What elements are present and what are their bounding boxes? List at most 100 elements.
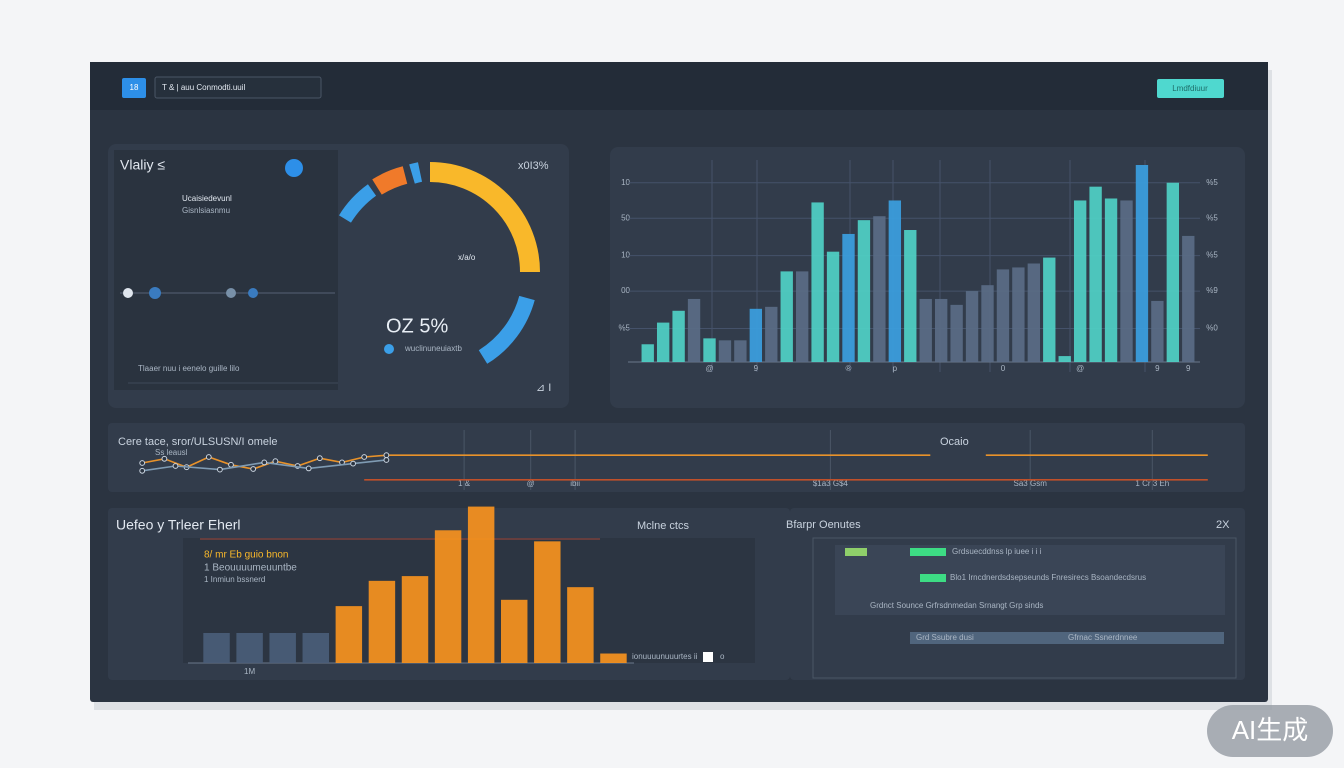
watermark: AI生成 bbox=[1232, 715, 1309, 745]
x-tick-label: 1 & bbox=[458, 479, 471, 488]
line-panel bbox=[108, 423, 1245, 492]
series-point bbox=[228, 461, 234, 468]
bar bbox=[811, 202, 824, 362]
action-button[interactable] bbox=[1157, 79, 1224, 98]
bar bbox=[1104, 198, 1118, 362]
annotation: ionuuuunuuurtes ii bbox=[632, 652, 698, 661]
bar bbox=[780, 271, 793, 362]
bar bbox=[401, 576, 429, 663]
series-point bbox=[316, 455, 323, 462]
line-label: Ocaio bbox=[940, 436, 969, 448]
series-point bbox=[139, 467, 146, 474]
timeline-dot bbox=[226, 288, 236, 298]
bar bbox=[672, 310, 685, 362]
status-frame bbox=[812, 537, 1237, 679]
bar bbox=[873, 216, 886, 362]
logo[interactable] bbox=[122, 78, 146, 98]
badge bbox=[285, 159, 303, 177]
legend-swatch bbox=[703, 652, 713, 662]
bar bbox=[302, 632, 329, 663]
watermark-pill bbox=[1207, 705, 1333, 757]
panel-title: Vlaliy ≤ bbox=[120, 157, 165, 173]
series-point bbox=[383, 457, 390, 463]
gauge-inner bbox=[114, 150, 338, 390]
bar bbox=[1058, 356, 1071, 362]
y2-tick-label: %5 bbox=[1206, 178, 1218, 187]
status-row: Grd Ssubre dusi bbox=[916, 633, 974, 642]
bar bbox=[1182, 235, 1195, 362]
bar bbox=[749, 308, 763, 362]
series-point bbox=[172, 463, 179, 469]
annotation: 1 Beouuuumeuuntbe bbox=[204, 563, 297, 574]
gauge-arc bbox=[372, 166, 408, 195]
bar bbox=[950, 304, 963, 362]
panel-subtitle: Ucaisiedevunl bbox=[182, 194, 232, 203]
bar bbox=[641, 344, 654, 362]
status-row: Blo1 Irncdnerdsdsepseunds Fnresirecs Bso… bbox=[950, 573, 1146, 582]
y2-tick-label: %0 bbox=[1206, 324, 1218, 333]
bar bbox=[734, 340, 747, 362]
panel-corner: x0I3% bbox=[518, 160, 549, 172]
bar bbox=[1043, 257, 1056, 362]
timeline-dot bbox=[149, 287, 161, 299]
y-tick-label: 10 bbox=[621, 251, 630, 260]
series-point bbox=[383, 452, 390, 459]
panel-subtitle: Gisnlsiasnmu bbox=[182, 206, 230, 215]
x-tick-label: @ bbox=[705, 364, 713, 373]
histogram-title: Uefeo y Trleer Eherl bbox=[116, 517, 241, 533]
bar bbox=[656, 322, 670, 362]
status-corner: 2X bbox=[1216, 519, 1230, 531]
histogram-chart: 1M bbox=[188, 506, 634, 676]
x-tick-label: 0 bbox=[1001, 364, 1006, 373]
series-point bbox=[261, 459, 268, 466]
x-tick-label: 1M bbox=[244, 667, 255, 676]
timeline-dot bbox=[248, 288, 258, 298]
bar bbox=[965, 291, 979, 362]
bar bbox=[368, 580, 396, 663]
search-text: T & | auu Conmodti.uuil bbox=[162, 83, 246, 92]
annotation: 1 Inmiun bssnerd bbox=[204, 575, 265, 584]
x-tick-label: @ bbox=[527, 479, 535, 488]
x-tick-label: 9 bbox=[1186, 364, 1191, 373]
bar bbox=[269, 632, 296, 663]
bar bbox=[1151, 300, 1164, 362]
histogram-subtitle: Mclne ctcs bbox=[637, 520, 689, 532]
bar bbox=[1073, 200, 1087, 362]
gauge-arc bbox=[409, 162, 423, 184]
bar bbox=[857, 220, 871, 362]
x-tick-label: ibii bbox=[570, 479, 580, 488]
bar bbox=[1089, 186, 1102, 362]
bar bbox=[718, 340, 732, 362]
y-tick-label: %5 bbox=[618, 324, 630, 333]
search-box[interactable] bbox=[154, 76, 322, 99]
line-title: Cere tace, sror/ULSUSN/I omele bbox=[118, 436, 278, 448]
x-tick-label: $1a3 G$4 bbox=[813, 479, 849, 488]
bar bbox=[1120, 200, 1133, 362]
bar bbox=[934, 298, 948, 362]
bar bbox=[842, 233, 855, 362]
status-chip bbox=[920, 574, 946, 582]
x-tick-label: ® bbox=[846, 364, 852, 373]
series-point bbox=[350, 460, 357, 467]
status-row: Gfrnac Ssnerdnnee bbox=[1068, 633, 1138, 642]
bar bbox=[600, 653, 627, 663]
status-chip bbox=[845, 548, 867, 556]
series-point bbox=[361, 454, 368, 460]
y-tick-label: 10 bbox=[621, 178, 630, 187]
bar bbox=[919, 298, 932, 362]
gauge-label: x/a/o bbox=[458, 253, 476, 262]
bar bbox=[795, 271, 809, 362]
legend-dot bbox=[384, 344, 394, 354]
status-row: Grdnct Sounce Grfrsdnmedan Srnangt Grp s… bbox=[870, 601, 1043, 610]
bar bbox=[567, 587, 594, 663]
button-text: Lmdfdiuur bbox=[1172, 84, 1208, 93]
y-tick-label: 50 bbox=[621, 213, 630, 222]
bar bbox=[335, 606, 363, 663]
x-tick-label: @ bbox=[1076, 364, 1084, 373]
bar bbox=[1027, 263, 1041, 362]
annotation: 8/ mr Eb guio bnon bbox=[204, 550, 289, 561]
bar bbox=[765, 306, 778, 362]
bar bbox=[687, 298, 701, 362]
bar bbox=[826, 251, 840, 362]
bar bbox=[1166, 182, 1180, 362]
